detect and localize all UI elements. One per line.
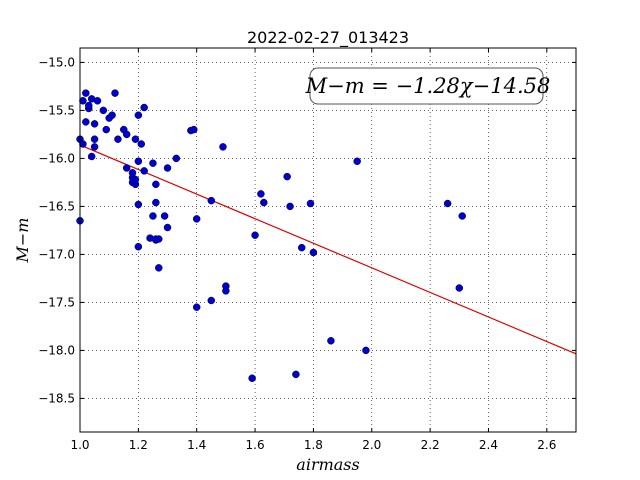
data-point xyxy=(134,242,143,251)
data-point xyxy=(190,125,198,134)
data-point xyxy=(155,264,163,272)
y-tick-label: −15.0 xyxy=(38,55,75,69)
data-point xyxy=(122,130,131,139)
data-point xyxy=(260,198,268,207)
data-point xyxy=(172,154,181,163)
data-point xyxy=(131,175,140,184)
x-tick-label: 1.0 xyxy=(70,438,89,452)
data-point xyxy=(114,135,122,143)
x-tick-label: 2.4 xyxy=(479,438,498,452)
data-point xyxy=(207,296,216,305)
data-point xyxy=(207,196,216,205)
x-tick-label: 2.6 xyxy=(537,438,556,452)
x-tick-label: 2.0 xyxy=(362,438,381,452)
data-point xyxy=(160,212,169,220)
data-point xyxy=(90,120,99,128)
data-points xyxy=(76,89,466,382)
data-point xyxy=(306,199,315,208)
chart-title: 2022-02-27_013423 xyxy=(247,28,409,48)
data-point xyxy=(134,200,143,209)
data-point xyxy=(131,135,140,143)
data-point xyxy=(79,140,87,148)
y-axis-label: M−m xyxy=(13,218,32,264)
data-point xyxy=(309,248,318,257)
y-tick-label: −15.5 xyxy=(38,103,75,117)
data-point xyxy=(140,167,148,175)
plot-frame xyxy=(79,47,577,433)
data-point xyxy=(222,287,230,295)
data-point xyxy=(122,164,131,172)
data-point xyxy=(90,143,99,151)
data-point xyxy=(102,125,111,134)
data-point xyxy=(248,374,256,382)
data-point xyxy=(283,172,291,181)
data-point xyxy=(134,111,143,119)
data-point xyxy=(149,159,157,167)
data-point xyxy=(455,284,464,292)
equation-box: M−m = −1.28χ−14.58 xyxy=(305,67,551,105)
data-point xyxy=(327,337,335,345)
data-point xyxy=(134,157,143,166)
data-point xyxy=(257,190,265,198)
data-point xyxy=(82,89,90,97)
data-point xyxy=(353,157,361,166)
y-tick-label: −16.0 xyxy=(38,151,75,165)
data-point xyxy=(163,164,172,172)
data-point xyxy=(458,212,466,220)
x-tick-label: 1.8 xyxy=(304,438,323,452)
y-tick-label: −18.5 xyxy=(38,391,75,405)
data-point xyxy=(286,202,294,211)
data-point xyxy=(128,169,137,177)
data-point xyxy=(79,97,87,105)
x-axis-ticks: 1.0 1.2 1.4 1.6 1.8 2.0 2.2 2.4 2.6 xyxy=(70,48,556,452)
fit-line xyxy=(79,144,577,355)
data-point xyxy=(90,135,99,143)
grid xyxy=(80,48,576,432)
data-point xyxy=(443,199,452,208)
x-tick-label: 1.2 xyxy=(129,438,148,452)
data-point xyxy=(251,231,259,239)
data-point xyxy=(99,106,108,115)
data-point xyxy=(85,101,93,110)
data-point xyxy=(163,223,172,232)
x-tick-label: 1.4 xyxy=(187,438,206,452)
y-axis-ticks: −15.0 −15.5 −16.0 −16.5 −17.0 −17.5 −18.0 −18.5 xyxy=(38,55,576,405)
data-point xyxy=(87,152,96,161)
data-point xyxy=(297,243,306,252)
data-point xyxy=(362,346,370,355)
y-tick-label: −18.0 xyxy=(38,343,75,357)
x-tick-label: 1.6 xyxy=(246,438,265,452)
data-point xyxy=(93,97,102,105)
x-axis-label: airmass xyxy=(296,455,359,474)
data-point xyxy=(155,235,163,243)
equation-text: M−m = −1.28χ−14.58 xyxy=(305,74,551,98)
x-tick-label: 2.2 xyxy=(421,438,440,452)
data-point xyxy=(219,143,227,151)
data-point xyxy=(82,118,90,126)
data-point xyxy=(137,140,146,148)
y-tick-label: −17.5 xyxy=(38,295,75,309)
data-point xyxy=(111,89,119,97)
data-point xyxy=(140,103,148,112)
data-point xyxy=(292,370,300,379)
y-tick-label: −17.0 xyxy=(38,247,75,261)
data-point xyxy=(192,303,201,311)
data-point xyxy=(108,111,116,119)
fit-line-group xyxy=(79,144,577,355)
y-tick-label: −16.5 xyxy=(38,199,75,213)
data-point xyxy=(152,180,160,189)
data-point xyxy=(192,215,201,223)
data-point xyxy=(149,212,157,220)
data-point xyxy=(152,198,160,207)
